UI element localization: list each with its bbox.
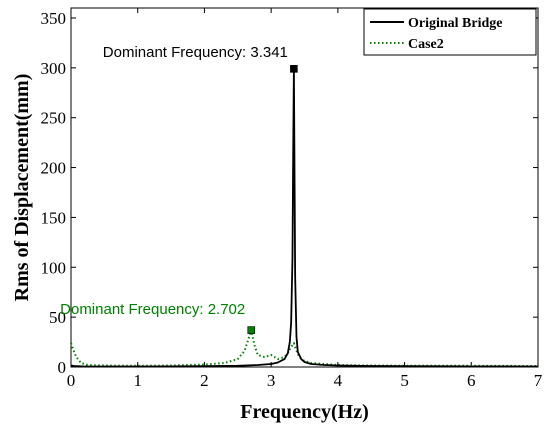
peak-annotation: Dominant Frequency: 2.702 xyxy=(60,301,245,318)
series-case2-line xyxy=(70,329,539,367)
series-layer xyxy=(70,67,539,368)
legend-label-original: Original Bridge xyxy=(408,16,503,31)
y-axis-title: Rms of Displacement(mm) xyxy=(11,74,33,302)
y-tick-label: 150 xyxy=(41,208,67,227)
x-tick-label: 4 xyxy=(334,371,343,390)
y-tick-label: 100 xyxy=(41,258,67,277)
y-tick-label: 200 xyxy=(41,159,67,178)
x-tick-label: 7 xyxy=(534,371,543,390)
y-tick-label: 300 xyxy=(41,59,67,78)
x-tick-label: 6 xyxy=(467,371,476,390)
y-tick-label: 350 xyxy=(41,9,67,28)
peak-marker xyxy=(290,65,298,73)
annotations: Dominant Frequency: 3.341 Dominant Freque… xyxy=(60,44,298,334)
peak-marker xyxy=(247,326,256,334)
y-tick-label: 250 xyxy=(41,109,67,128)
x-axis: 0 1 2 3 4 5 6 7 xyxy=(67,8,543,390)
y-axis: 0 50 100 150 200 250 300 350 xyxy=(41,9,538,377)
y-tick-label: 50 xyxy=(49,308,66,327)
x-tick-label: 5 xyxy=(400,371,409,390)
x-axis-title: Frequency(Hz) xyxy=(240,401,369,423)
y-tick-label: 0 xyxy=(58,358,67,377)
legend-label-case2: Case2 xyxy=(408,37,444,52)
x-tick-label: 0 xyxy=(67,371,76,390)
peak-annotation: Dominant Frequency: 3.341 xyxy=(103,44,288,61)
legend-box xyxy=(363,8,537,56)
x-tick-label: 1 xyxy=(133,371,142,390)
series-original-bridge-line xyxy=(70,67,539,368)
plot-frame xyxy=(70,7,539,368)
legend: Original Bridge Case2 xyxy=(363,8,537,56)
x-tick-label: 2 xyxy=(200,371,209,390)
x-tick-label: 3 xyxy=(267,371,276,390)
